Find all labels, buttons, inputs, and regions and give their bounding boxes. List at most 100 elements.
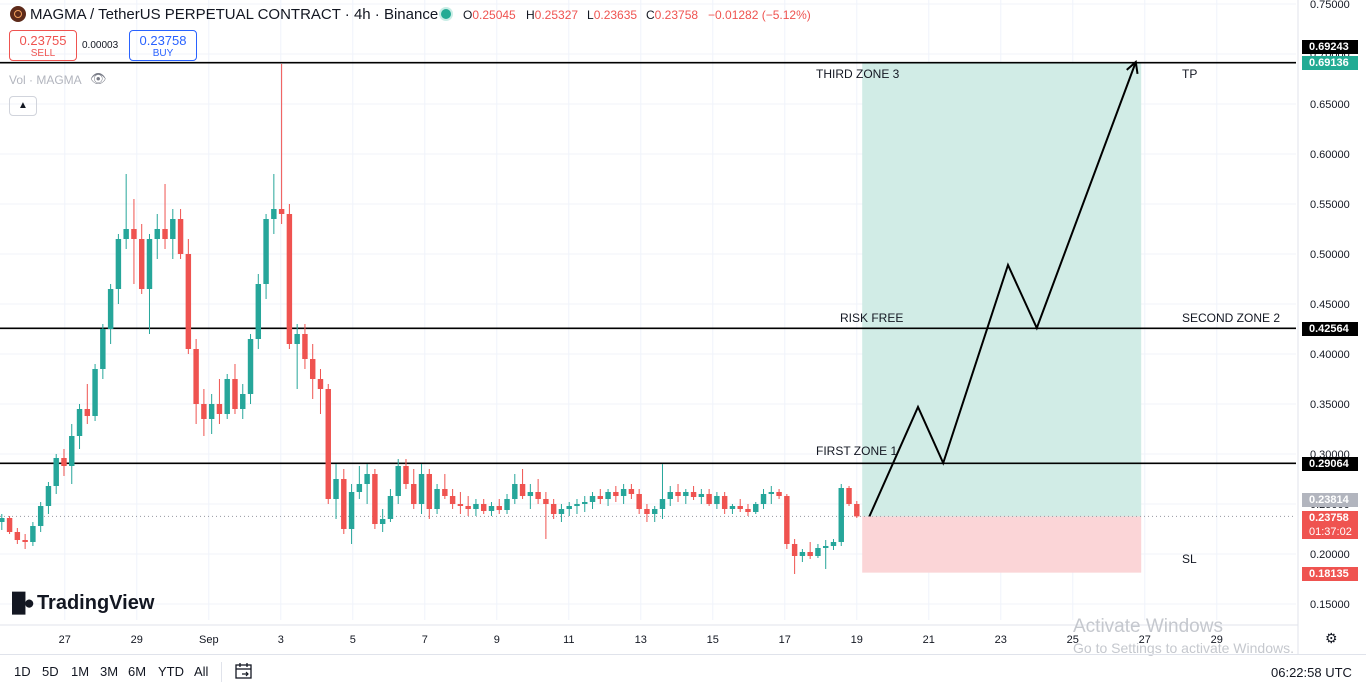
candle-body: [76, 409, 83, 436]
candle-body: [434, 489, 440, 509]
x-tick-label: 19: [851, 634, 863, 646]
volume-indicator-label[interactable]: Vol · MAGMA: [9, 73, 82, 87]
candle-body: [356, 484, 363, 492]
candle-body: [714, 496, 720, 504]
profit-zone: [862, 62, 1142, 517]
candle-body: [403, 466, 409, 484]
candle-body: [45, 486, 52, 506]
price-tag-sl: 0.18135: [1302, 567, 1358, 581]
sell-label: SELL: [30, 48, 56, 59]
buy-label: BUY: [152, 48, 174, 59]
candle-body: [550, 504, 557, 514]
candle-body: [411, 484, 417, 504]
candle-body: [84, 409, 91, 416]
candle-body: [115, 239, 122, 289]
candle-body: [0, 518, 5, 522]
candle-body: [216, 404, 223, 414]
tradingview-logo[interactable]: █● TradingView: [12, 592, 154, 615]
candle-body: [426, 474, 433, 509]
candle-body: [830, 542, 837, 546]
candlestick-series: [0, 64, 860, 574]
candle-body: [30, 526, 36, 542]
candle-body: [683, 492, 689, 496]
candle-body: [387, 496, 394, 519]
candle-body: [543, 499, 549, 504]
candle-body: [527, 492, 534, 496]
timeframe-3m[interactable]: 3M: [100, 664, 119, 679]
candle-body: [247, 339, 254, 394]
candle-body: [348, 492, 355, 529]
symbol-title[interactable]: MAGMA / TetherUS PERPETUAL CONTRACT · 4h…: [30, 6, 439, 23]
candle-body: [519, 484, 526, 496]
x-tick-label: 7: [422, 634, 428, 646]
timeframe-ytd[interactable]: YTD: [158, 664, 184, 679]
candle-body: [613, 492, 619, 496]
timeframe-all[interactable]: All: [194, 664, 209, 679]
ohlc-high-value: 0.25327: [534, 8, 579, 22]
candle-body: [753, 504, 759, 512]
candle-body: [512, 484, 518, 499]
toolbar-divider: [221, 662, 222, 682]
horizontal-levels: [0, 61, 1296, 517]
candle-body: [457, 504, 464, 506]
projection-path: [868, 60, 1139, 517]
candle-body: [846, 488, 852, 504]
chevron-up-icon: ▲: [18, 100, 28, 111]
timeframe-6m[interactable]: 6M: [128, 664, 147, 679]
ohlc-open-key: O: [463, 8, 473, 22]
ohlc-close: C0.23758: [646, 8, 698, 22]
risk-free-label: RISK FREE: [840, 311, 904, 325]
ohlc-open: O0.25045: [463, 8, 516, 22]
sell-button[interactable]: 0.23755 SELL: [9, 30, 77, 61]
candle-body: [224, 379, 230, 414]
timeframe-5d[interactable]: 5D: [42, 664, 59, 679]
x-tick-label: 23: [995, 634, 1007, 646]
candle-body: [558, 509, 565, 514]
goto-date-calendar-icon[interactable]: [234, 661, 254, 681]
market-status-icon: [441, 9, 451, 19]
candle-body: [698, 494, 705, 497]
candle-body: [6, 518, 13, 532]
projected-path-line: [868, 61, 1137, 517]
utc-clock[interactable]: 06:22:58 UTC: [1271, 665, 1352, 680]
candle-body: [504, 499, 510, 510]
y-tick-label: 0.75000: [1310, 0, 1350, 11]
candle-body: [667, 492, 673, 499]
ohlc-low-key: L: [587, 8, 594, 22]
candle-body: [589, 496, 596, 502]
collapse-legend-button[interactable]: ▲: [9, 96, 37, 116]
candle-body: [418, 474, 425, 504]
candle-body: [240, 394, 246, 409]
candle-body: [162, 229, 168, 239]
timeframe-1d[interactable]: 1D: [14, 664, 31, 679]
candle-body: [131, 229, 137, 239]
price-tag-second: 0.42564: [1302, 322, 1358, 336]
candle-body: [255, 284, 262, 339]
candle-body: [278, 209, 285, 214]
x-tick-label: 9: [494, 634, 500, 646]
axes: 0.750000.700000.650000.600000.550000.500…: [0, 0, 1350, 654]
candle-body: [138, 239, 145, 289]
candle-body: [53, 458, 59, 486]
candle-body: [325, 389, 331, 499]
timeframe-1m[interactable]: 1M: [71, 664, 90, 679]
candle-body: [14, 532, 21, 540]
x-tick-label: 25: [1067, 634, 1079, 646]
x-tick-label: 29: [131, 634, 143, 646]
candle-body: [729, 506, 736, 509]
candle-body: [760, 494, 767, 504]
candle-body: [473, 504, 479, 509]
candle-body: [690, 492, 697, 497]
candle-body: [745, 509, 751, 512]
position-zones: [862, 62, 1142, 573]
eye-hidden-icon[interactable]: 👁︎: [90, 71, 107, 86]
buy-button[interactable]: 0.23758 BUY: [129, 30, 197, 61]
candle-body: [659, 499, 666, 509]
activate-windows-subtitle: Go to Settings to activate Windows.: [1073, 640, 1294, 656]
spread-value: 0.00003: [82, 40, 119, 51]
ohlc-high-key: H: [526, 8, 535, 22]
settings-gear-icon[interactable]: ⚙: [1325, 630, 1338, 646]
candle-body: [791, 544, 798, 556]
x-tick-label: Sep: [199, 634, 219, 646]
